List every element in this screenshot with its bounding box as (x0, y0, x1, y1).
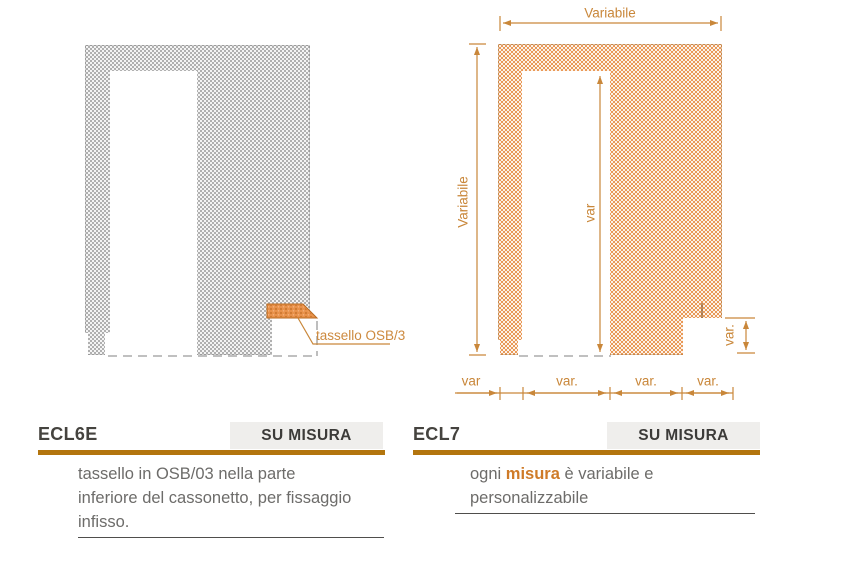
right-figure-step-right (518, 340, 522, 355)
dim-top-label: Variabile (584, 5, 636, 21)
description-right-pre: ogni (470, 465, 506, 483)
left-figure-step-left (85, 333, 88, 355)
dim-bottom-label-1: var (461, 373, 481, 389)
left-figure-step-right (105, 333, 110, 355)
dim-top-line (499, 16, 722, 31)
product-code-ecl7: ECL7 (413, 424, 461, 444)
tassello-callout-label: tassello OSB/3 (316, 328, 406, 343)
accent-rule-left (38, 450, 385, 455)
right-figure-door-opening (522, 71, 610, 355)
description-left-line-2: inferiore del cassonetto, per fissaggio (78, 489, 352, 507)
description-right-post: è variabile e (559, 465, 654, 483)
right-figure-wall (498, 44, 722, 355)
description-left-line-3: infisso. (78, 513, 130, 531)
description-left-line-1: tassello in OSB/03 nella parte (78, 465, 296, 483)
left-figure-door-opening (110, 71, 197, 355)
dim-bottom-label-4: var. (697, 373, 719, 389)
dim-left-line (469, 43, 486, 356)
dim-bottom-chain (455, 387, 734, 400)
tassello-leader-line (297, 317, 390, 345)
right-figure-notch (683, 318, 722, 355)
description-right-highlight: misura (505, 465, 560, 483)
dim-right-line (725, 317, 755, 354)
left-figure-dashed-baseline (108, 321, 318, 357)
description-right: ogni misura è variabile e personalizzabi… (470, 462, 653, 510)
dim-right-label: var. (721, 324, 737, 346)
product-code-ecl6e: ECL6E (38, 424, 98, 444)
accent-rule-right (413, 450, 760, 455)
description-right-line-1: ogni misura è variabile e (470, 462, 653, 486)
description-left: tassello in OSB/03 nella parte inferiore… (78, 462, 351, 534)
dim-bottom-label-3: var. (635, 373, 657, 389)
description-right-line-2: personalizzabile (470, 489, 589, 507)
dim-bottom-label-2: var. (556, 373, 578, 389)
dim-inner-label: var (582, 203, 598, 223)
right-figure-step-left (498, 340, 500, 355)
su-misura-badge-right: SU MISURA (607, 422, 760, 449)
tassello-block (266, 303, 319, 319)
dim-left-label: Variabile (455, 176, 471, 228)
left-figure-wall (85, 45, 310, 355)
divider-left (78, 537, 384, 538)
su-misura-badge-left: SU MISURA (230, 422, 383, 449)
divider-right (455, 513, 755, 514)
left-figure-notch (272, 318, 310, 355)
